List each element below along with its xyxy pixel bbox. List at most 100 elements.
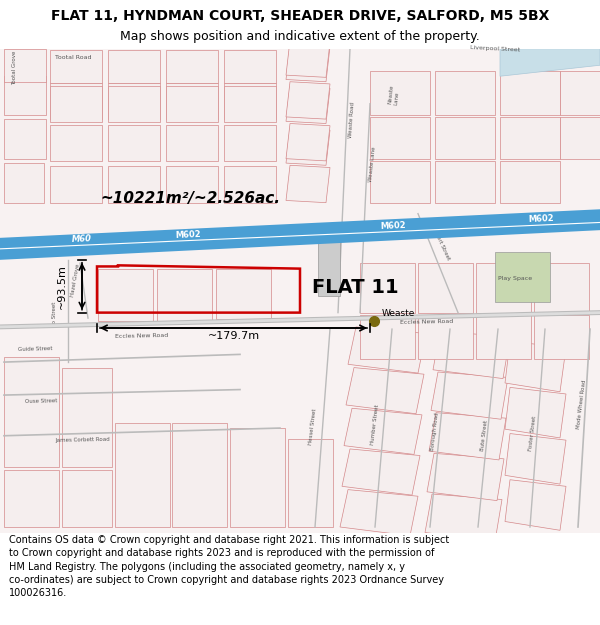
Polygon shape	[534, 315, 589, 359]
Text: Tootal Road: Tootal Road	[55, 54, 91, 59]
Polygon shape	[418, 315, 473, 359]
Polygon shape	[0, 209, 600, 260]
Polygon shape	[346, 368, 424, 414]
Polygon shape	[286, 128, 330, 165]
Text: Hessel Street: Hessel Street	[308, 409, 317, 446]
Polygon shape	[108, 124, 160, 161]
Polygon shape	[286, 86, 330, 124]
Polygon shape	[370, 161, 430, 202]
Polygon shape	[224, 83, 276, 119]
Polygon shape	[4, 49, 46, 82]
Polygon shape	[286, 124, 330, 161]
Polygon shape	[500, 49, 600, 76]
Polygon shape	[4, 76, 46, 115]
Text: Weaste Road: Weaste Road	[348, 101, 355, 138]
Polygon shape	[288, 439, 333, 527]
Polygon shape	[429, 412, 506, 460]
Text: ~179.7m: ~179.7m	[208, 331, 260, 341]
Text: Ouse Street: Ouse Street	[25, 398, 58, 404]
Polygon shape	[560, 71, 600, 115]
Polygon shape	[166, 83, 218, 119]
Text: Bute Street: Bute Street	[480, 419, 489, 451]
Polygon shape	[505, 341, 566, 392]
Polygon shape	[216, 269, 271, 319]
Polygon shape	[318, 236, 340, 296]
Text: M60: M60	[72, 234, 92, 244]
Text: Map shows position and indicative extent of the property.: Map shows position and indicative extent…	[120, 30, 480, 43]
Polygon shape	[108, 50, 160, 83]
Polygon shape	[505, 434, 566, 484]
Text: M602: M602	[380, 221, 406, 231]
Text: M602: M602	[528, 214, 554, 224]
Polygon shape	[435, 71, 495, 115]
Polygon shape	[286, 165, 330, 202]
Polygon shape	[166, 166, 218, 202]
Text: Eccles New Road: Eccles New Road	[400, 319, 454, 324]
Polygon shape	[431, 372, 508, 419]
Text: Mode Wheel Road: Mode Wheel Road	[576, 379, 587, 429]
Polygon shape	[286, 82, 330, 119]
Polygon shape	[172, 422, 227, 527]
Polygon shape	[534, 263, 589, 312]
Polygon shape	[224, 166, 276, 202]
Polygon shape	[157, 269, 212, 321]
Polygon shape	[230, 428, 285, 527]
Polygon shape	[4, 163, 44, 202]
Polygon shape	[342, 449, 420, 495]
Text: James Corbett Road: James Corbett Road	[55, 438, 110, 443]
Text: Contains OS data © Crown copyright and database right 2021. This information is : Contains OS data © Crown copyright and d…	[9, 535, 449, 598]
Polygon shape	[476, 315, 531, 359]
Polygon shape	[435, 161, 495, 202]
Polygon shape	[560, 117, 600, 159]
Text: Hazel Grove: Hazel Grove	[70, 263, 81, 297]
Polygon shape	[500, 71, 560, 115]
Polygon shape	[50, 83, 102, 119]
Text: Weaste: Weaste	[382, 309, 415, 318]
Polygon shape	[50, 166, 102, 202]
Polygon shape	[476, 263, 531, 312]
Text: Borough Road: Borough Road	[430, 412, 440, 451]
Text: FLAT 11: FLAT 11	[312, 278, 398, 297]
Text: ~93.5m: ~93.5m	[57, 264, 67, 309]
Polygon shape	[4, 470, 59, 527]
Text: Liverpool Street: Liverpool Street	[470, 46, 520, 53]
Polygon shape	[505, 388, 566, 438]
Polygon shape	[435, 117, 495, 159]
Polygon shape	[224, 50, 276, 83]
Polygon shape	[166, 86, 218, 123]
Polygon shape	[360, 315, 415, 359]
Polygon shape	[115, 422, 170, 527]
Text: Play Space: Play Space	[498, 276, 532, 281]
Polygon shape	[286, 44, 330, 82]
Polygon shape	[500, 117, 560, 159]
Polygon shape	[224, 124, 276, 161]
Polygon shape	[495, 252, 550, 302]
Text: Bo Street: Bo Street	[52, 301, 57, 327]
Polygon shape	[62, 470, 112, 527]
Polygon shape	[505, 480, 566, 530]
Polygon shape	[62, 368, 112, 466]
Text: Neaste
Lane: Neaste Lane	[388, 84, 401, 105]
Text: Guide Street: Guide Street	[18, 346, 53, 352]
Polygon shape	[433, 331, 510, 379]
Polygon shape	[370, 71, 430, 115]
Polygon shape	[286, 2, 330, 40]
Polygon shape	[4, 357, 59, 466]
Text: FLAT 11, HYNDMAN COURT, SHEADER DRIVE, SALFORD, M5 5BX: FLAT 11, HYNDMAN COURT, SHEADER DRIVE, S…	[51, 9, 549, 22]
Polygon shape	[418, 263, 473, 312]
Polygon shape	[50, 124, 102, 161]
Polygon shape	[98, 269, 153, 321]
Polygon shape	[4, 119, 46, 159]
Polygon shape	[108, 166, 160, 202]
Text: Eccles New Road: Eccles New Road	[115, 332, 169, 339]
Text: Tootal Grove: Tootal Grove	[12, 51, 17, 86]
Text: M602: M602	[175, 230, 201, 240]
Polygon shape	[108, 83, 160, 119]
Polygon shape	[348, 327, 426, 373]
Polygon shape	[50, 86, 102, 123]
Polygon shape	[286, 40, 330, 78]
Text: ~10221m²/~2.526ac.: ~10221m²/~2.526ac.	[100, 191, 280, 206]
Polygon shape	[425, 494, 502, 541]
Polygon shape	[360, 263, 415, 312]
Text: Humber Street: Humber Street	[370, 404, 380, 446]
